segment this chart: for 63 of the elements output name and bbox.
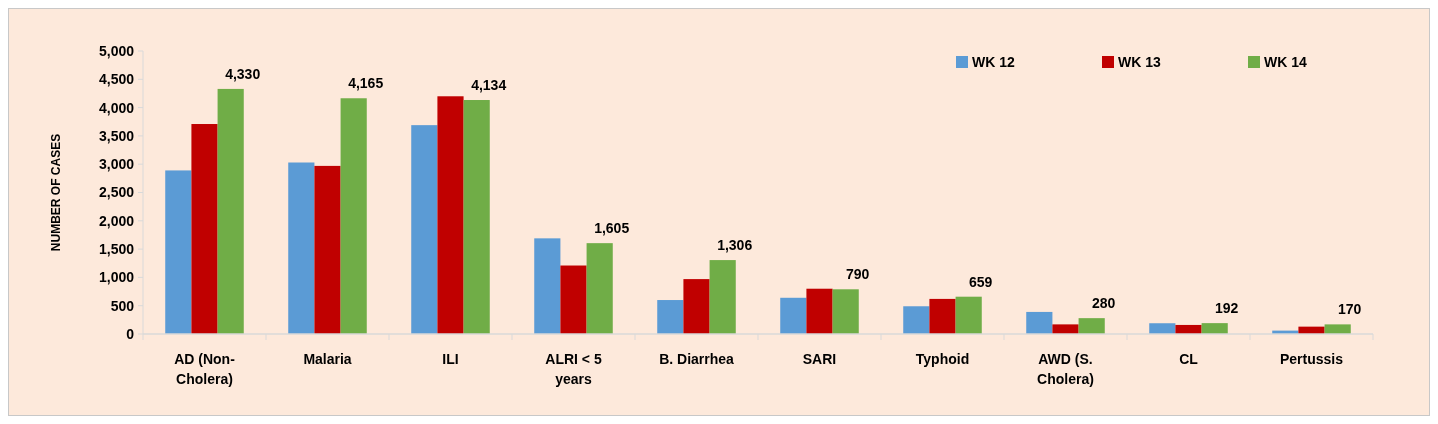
bar — [437, 96, 464, 334]
bar — [534, 238, 561, 334]
bar — [832, 289, 859, 334]
y-tick-label: 1,500 — [98, 241, 135, 257]
y-tick-label: 4,500 — [98, 71, 135, 88]
data-label: 4,165 — [348, 75, 384, 92]
x-tick-label: SARI — [802, 351, 837, 367]
bar — [1052, 324, 1079, 334]
x-tick-label: B. Diarrhea — [659, 351, 735, 367]
bar — [560, 265, 587, 334]
bar — [586, 243, 613, 334]
y-tick-label: 5,000 — [98, 42, 135, 59]
bar — [217, 88, 244, 334]
bar — [806, 288, 833, 334]
bar — [1201, 323, 1228, 334]
bar — [1324, 324, 1351, 334]
data-label: 1,605 — [594, 220, 630, 237]
bar — [314, 165, 341, 334]
y-tick-label: 2,500 — [98, 184, 135, 201]
x-tick-label: AWD (S. Cholera) — [1037, 351, 1094, 387]
data-label: 1,306 — [717, 237, 753, 254]
bar — [780, 297, 807, 334]
y-tick-label: 4,000 — [98, 99, 135, 116]
x-tick-label: ALRI < 5 years — [545, 351, 602, 387]
data-label: 659 — [968, 273, 993, 290]
bar — [191, 124, 218, 334]
bar — [929, 298, 956, 334]
x-tick-label: CL — [1179, 351, 1199, 367]
bar — [955, 296, 982, 334]
data-label: 790 — [845, 266, 870, 283]
bar — [411, 125, 438, 334]
x-tick-label: Typhoid — [915, 351, 970, 367]
bar — [288, 162, 315, 334]
legend-label: WK 12 — [972, 53, 1015, 70]
bar — [340, 98, 367, 334]
bar — [903, 306, 930, 334]
y-tick-label: 2,000 — [98, 212, 135, 229]
y-tick-label: 3,500 — [98, 127, 135, 144]
legend-label: WK 14 — [1264, 53, 1307, 70]
y-axis-title: NUMBER OF CASES — [49, 133, 63, 252]
bar — [657, 300, 684, 334]
x-tick-label: AD (Non-Cholera) — [174, 351, 236, 387]
x-tick-label: Pertussis — [1279, 351, 1344, 367]
data-label: 170 — [1337, 301, 1362, 318]
data-label: 192 — [1214, 300, 1239, 317]
bar — [463, 100, 490, 334]
bar — [683, 279, 710, 334]
bar — [1149, 323, 1176, 334]
data-label: 280 — [1091, 295, 1116, 312]
y-tick-label: 500 — [110, 297, 135, 314]
legend-label: WK 13 — [1118, 53, 1161, 70]
y-tick-label: 3,000 — [98, 156, 135, 173]
data-label: 4,330 — [225, 65, 261, 82]
bar — [709, 260, 736, 334]
y-tick-label: 1,000 — [98, 269, 135, 286]
x-tick-label: ILI — [442, 351, 459, 367]
bar — [1175, 324, 1202, 334]
bar — [1078, 318, 1105, 334]
bar — [165, 170, 192, 334]
x-tick-label: Malaria — [303, 351, 352, 367]
bar — [1026, 311, 1053, 334]
data-label: 4,134 — [471, 77, 507, 94]
y-tick-label: 0 — [126, 325, 135, 342]
